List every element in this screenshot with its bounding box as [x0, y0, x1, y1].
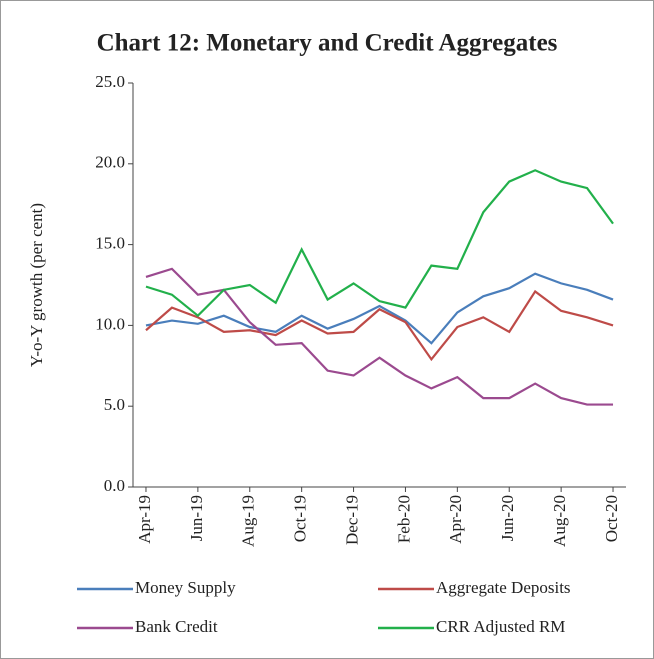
legend-label: Aggregate Deposits [436, 578, 571, 597]
x-tick-label: Dec-19 [342, 495, 361, 545]
x-tick-label: Oct-20 [602, 495, 621, 542]
y-tick-label: 0.0 [104, 476, 125, 495]
y-tick-label: 10.0 [95, 314, 125, 333]
x-tick-label: Oct-19 [291, 495, 310, 542]
series-line [145, 169, 614, 318]
legend-label: Money Supply [135, 578, 236, 597]
legend-label: Bank Credit [135, 617, 218, 636]
y-axis-label: Y-o-Y growth (per cent) [27, 203, 46, 367]
chart-title: Chart 12: Monetary and Credit Aggregates [97, 30, 558, 57]
y-tick-label: 20.0 [95, 153, 125, 172]
x-tick-label: Jun-19 [187, 495, 206, 541]
y-tick-label: 15.0 [95, 234, 125, 253]
y-tick-label: 5.0 [104, 395, 125, 414]
x-tick-label: Feb-20 [394, 495, 413, 543]
x-tick-label: Aug-20 [550, 495, 569, 547]
x-tick-label: Apr-19 [135, 495, 154, 544]
y-tick-label: 25.0 [95, 72, 125, 91]
series-line [145, 289, 614, 362]
x-tick-label: Jun-20 [498, 495, 517, 541]
x-tick-label: Aug-19 [239, 495, 258, 547]
series-line [145, 272, 614, 345]
x-tick-label: Apr-20 [446, 495, 465, 544]
legend-label: CRR Adjusted RM [436, 617, 565, 636]
